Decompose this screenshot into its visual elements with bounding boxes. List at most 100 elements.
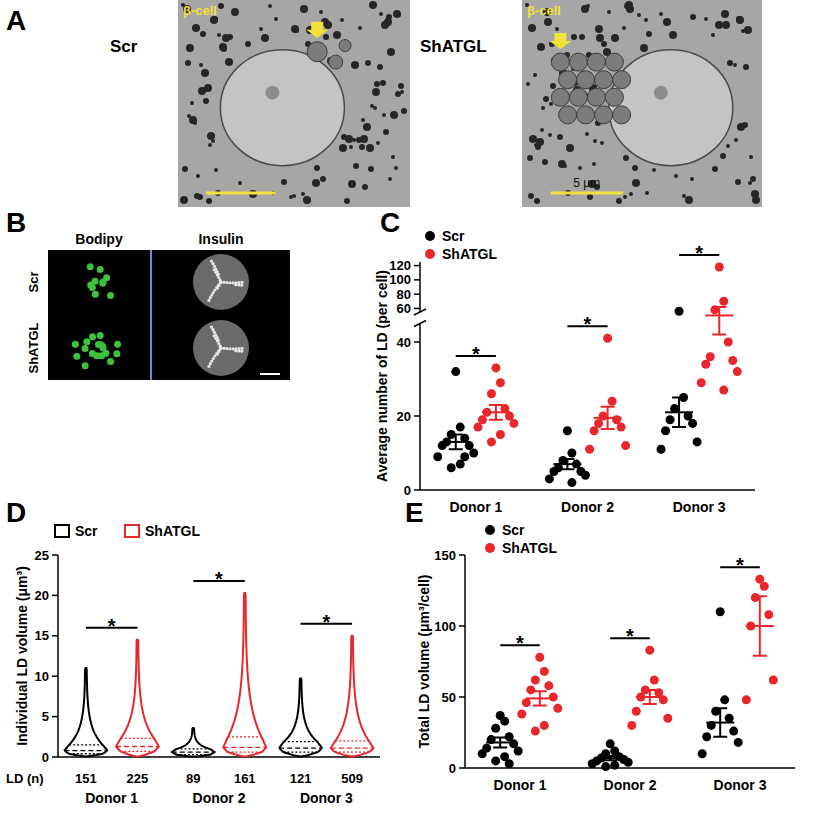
scale-bar-label: 5 μm bbox=[573, 176, 600, 190]
granule bbox=[312, 179, 320, 187]
data-point bbox=[567, 449, 576, 458]
fluorescence-image bbox=[48, 316, 150, 380]
data-point bbox=[624, 758, 633, 767]
legend-swatch bbox=[55, 525, 69, 537]
granule bbox=[743, 64, 749, 70]
plot-area bbox=[478, 575, 778, 771]
insulin-granule bbox=[219, 346, 222, 349]
bodipy-dot bbox=[72, 341, 79, 348]
granule bbox=[587, 194, 593, 200]
insulin-granule bbox=[228, 281, 231, 284]
data-point bbox=[563, 426, 572, 435]
granule bbox=[295, 29, 299, 33]
bodipy-dot bbox=[97, 332, 104, 339]
error-bar bbox=[449, 435, 463, 450]
granule bbox=[581, 5, 589, 13]
granule bbox=[529, 135, 537, 143]
lipid-droplet bbox=[605, 53, 623, 71]
significance-label: * bbox=[108, 615, 116, 637]
granule bbox=[632, 165, 638, 171]
axis-break bbox=[414, 321, 426, 327]
granule bbox=[726, 144, 730, 148]
bodipy-dot bbox=[87, 282, 94, 289]
granule bbox=[629, 192, 633, 196]
insulin-granule bbox=[217, 339, 220, 342]
granule bbox=[736, 16, 744, 24]
y-tick bbox=[414, 489, 420, 491]
insulin-granule bbox=[219, 280, 222, 283]
data-point bbox=[729, 727, 738, 736]
granule bbox=[300, 5, 308, 13]
data-point bbox=[491, 756, 500, 765]
data-point bbox=[469, 449, 478, 458]
panel-label: C bbox=[380, 207, 400, 238]
y-tick bbox=[459, 767, 465, 769]
insulin-granule bbox=[222, 281, 225, 284]
granule bbox=[533, 73, 537, 77]
data-point bbox=[617, 423, 626, 432]
granule bbox=[644, 18, 648, 22]
data-point bbox=[702, 732, 711, 741]
y-axis bbox=[57, 555, 59, 757]
data-point bbox=[590, 426, 599, 435]
cell-label: β-cell bbox=[183, 3, 217, 18]
granule bbox=[319, 10, 323, 14]
category-label: Donor 2 bbox=[193, 790, 246, 806]
data-point bbox=[514, 746, 523, 755]
y-tick-label: 0 bbox=[42, 750, 49, 765]
count-label: 161 bbox=[234, 771, 256, 786]
error-bar bbox=[560, 459, 574, 469]
granule bbox=[720, 153, 726, 159]
x-axis bbox=[465, 767, 795, 769]
bodipy-dot bbox=[99, 280, 106, 287]
data-point bbox=[645, 646, 654, 655]
granule bbox=[646, 31, 652, 37]
granule bbox=[579, 34, 585, 40]
violin-median bbox=[116, 746, 159, 747]
y-tick bbox=[52, 595, 58, 597]
legend-label: Scr bbox=[75, 523, 98, 539]
data-point bbox=[500, 717, 509, 726]
insulin-granule bbox=[216, 273, 219, 276]
granule bbox=[586, 4, 590, 8]
granule bbox=[541, 106, 545, 110]
granule bbox=[733, 63, 737, 67]
insulin-granule bbox=[228, 347, 231, 350]
insulin-cell bbox=[193, 320, 249, 376]
granule bbox=[203, 98, 209, 104]
granule bbox=[381, 21, 389, 29]
granule bbox=[712, 166, 718, 172]
granule bbox=[557, 134, 563, 140]
chart: C020406080100120Average number of LD (pe… bbox=[374, 207, 755, 515]
granule bbox=[527, 155, 533, 161]
em-background bbox=[522, 0, 762, 207]
data-point bbox=[693, 437, 702, 446]
violin-quartile bbox=[284, 741, 317, 742]
y-tick-label: 15 bbox=[35, 628, 49, 643]
insulin-granule bbox=[240, 284, 243, 287]
granule bbox=[281, 179, 287, 185]
legend-swatch bbox=[125, 525, 139, 537]
granule bbox=[611, 34, 619, 42]
nucleolus bbox=[265, 86, 279, 100]
data-point bbox=[447, 463, 456, 472]
bodipy-dot bbox=[107, 292, 114, 299]
granule bbox=[323, 34, 329, 40]
lipid-droplet bbox=[569, 88, 587, 106]
data-point bbox=[610, 761, 619, 770]
granule bbox=[352, 138, 356, 142]
significance-label: * bbox=[584, 313, 592, 335]
bodipy-dot bbox=[82, 345, 89, 352]
insulin-granule bbox=[219, 346, 222, 349]
granule bbox=[563, 164, 567, 168]
insulin-cell bbox=[193, 254, 249, 310]
granule bbox=[593, 139, 597, 143]
data-point bbox=[601, 762, 610, 771]
violin-quartile bbox=[228, 736, 261, 737]
y-tick-label: 120 bbox=[389, 258, 411, 273]
significance-label: * bbox=[215, 568, 223, 590]
granule bbox=[528, 24, 536, 32]
granule bbox=[376, 141, 380, 145]
insulin-granule bbox=[222, 347, 225, 350]
data-point bbox=[522, 698, 531, 707]
